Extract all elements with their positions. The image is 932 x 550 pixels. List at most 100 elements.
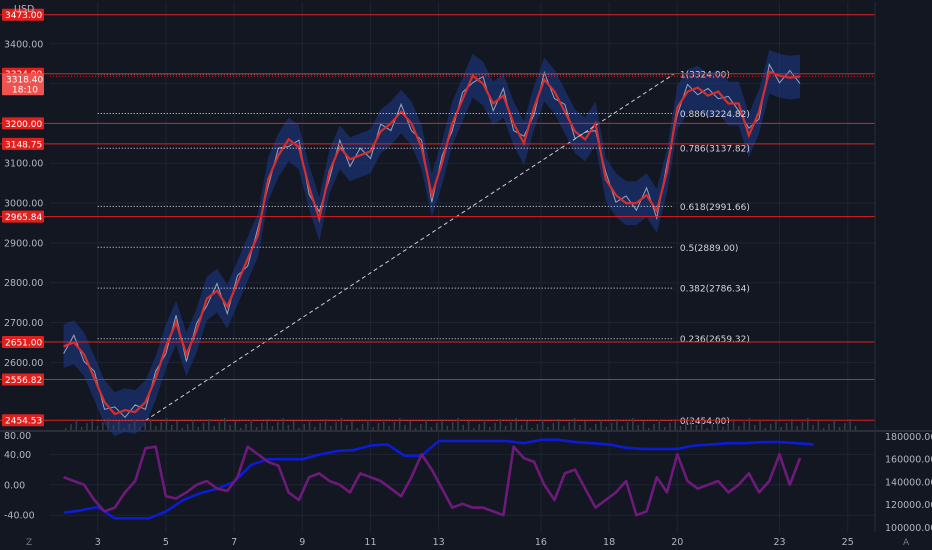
x-tick-label: 5 (163, 537, 169, 548)
volume-bar (838, 427, 841, 430)
volume-bar (515, 418, 517, 430)
volume-bar (351, 421, 353, 430)
volume-bar (557, 419, 560, 430)
volume-bar (542, 420, 544, 430)
level-badge (2, 414, 44, 427)
level-badge-label: 2651.00 (5, 339, 42, 349)
volume-bar (732, 419, 735, 430)
volume-bar (139, 427, 141, 430)
volume-bar (86, 423, 88, 430)
level-badge-label: 3473.00 (5, 11, 42, 21)
volume-bar (330, 426, 332, 430)
volume-bar (250, 420, 252, 430)
volume-bar (208, 419, 210, 430)
volume-bar (695, 425, 698, 430)
y-tick-label: 2600.00 (4, 358, 43, 369)
volume-bar (769, 424, 772, 430)
volume-bar (202, 423, 205, 430)
volume-bar (663, 427, 666, 430)
volume-bar (573, 418, 576, 430)
volume-bar (80, 427, 83, 430)
fib-level-label: 0(2454.00) (680, 417, 730, 427)
volume-bar (149, 419, 152, 430)
volume-bar (854, 426, 857, 430)
x-tick-label: 9 (299, 537, 305, 548)
volume-bar (727, 423, 729, 430)
x-tick-label: 25 (842, 537, 854, 548)
osc-left-tick-label: -40.00 (4, 511, 35, 522)
volume-bar (833, 420, 835, 430)
volume-bar (828, 424, 830, 430)
x-tick-label: 7 (231, 537, 237, 548)
volume-bar (245, 424, 247, 430)
volume-bar (70, 424, 72, 430)
volume-bar (409, 421, 411, 430)
level-badge-label: 2454.53 (5, 417, 42, 427)
volume-bar (621, 426, 623, 430)
level-badge-label: 3148.75 (5, 140, 42, 150)
volume-bar (186, 424, 189, 430)
fib-level-label: 0.236(2659.32) (680, 335, 750, 345)
volume-bar (229, 425, 231, 430)
volume-bar (626, 422, 629, 430)
volume-bar (648, 428, 650, 430)
x-tick-label: 3 (95, 537, 101, 548)
volume-bar (192, 420, 194, 430)
volume-bar (669, 423, 671, 430)
volume-bar (107, 418, 109, 430)
volume-bar (457, 418, 459, 430)
volume-bar (133, 420, 136, 430)
level-badge (2, 117, 44, 130)
volume-bar (425, 420, 427, 430)
volume-bar (165, 418, 168, 430)
volume-bar (478, 424, 480, 430)
volume-bar (473, 428, 475, 430)
volume-bar (637, 425, 639, 430)
volume-bar (160, 422, 162, 430)
volume-bar (690, 418, 692, 430)
level-badge (2, 137, 44, 150)
volume-bar (589, 428, 592, 430)
volume-bar (462, 425, 464, 430)
volume-bar (239, 428, 242, 430)
volume-bar (123, 428, 125, 430)
osc-right-tick-label: 140000.00 (885, 477, 932, 488)
level-badge (2, 373, 44, 386)
volume-bar (595, 424, 597, 430)
volume-bar (319, 423, 321, 430)
volume-bar (801, 422, 804, 430)
fib-level-label: 1(3324.00) (680, 71, 730, 81)
volume-bar (218, 422, 221, 430)
volume-bar (658, 420, 661, 430)
volume-bar (398, 418, 401, 430)
volume-bar (377, 423, 380, 430)
current-price-badge (2, 73, 44, 96)
volume-bar (277, 422, 279, 430)
volume-bar (234, 421, 237, 430)
volume-bar (653, 424, 655, 430)
fib-level-label: 0.618(2991.66) (680, 203, 750, 213)
volume-bar (807, 418, 809, 430)
osc-right-tick-label: 100000.00 (885, 523, 932, 534)
volume-bar (775, 420, 777, 430)
y-tick-label: 3400.00 (4, 39, 43, 50)
x-tick-label: 18 (603, 537, 615, 548)
volume-bar (822, 428, 825, 430)
volume-bar (701, 421, 703, 430)
volume-bar (287, 425, 290, 430)
volume-bar (393, 422, 396, 430)
fib-level-label: 0.886(3224.82) (680, 110, 750, 120)
volume-bar (817, 421, 820, 430)
volume-bar (579, 425, 581, 430)
volume-bar (685, 422, 687, 430)
volume-bar (102, 422, 104, 430)
volume-bar (467, 421, 470, 430)
y-tick-label: 2800.00 (4, 278, 43, 289)
volume-bar (144, 423, 146, 430)
volume-bar (706, 428, 708, 430)
volume-bar (446, 426, 449, 430)
x-tick-label: 11 (364, 537, 376, 548)
volume-bar (414, 428, 417, 430)
volume-bar (65, 428, 67, 430)
